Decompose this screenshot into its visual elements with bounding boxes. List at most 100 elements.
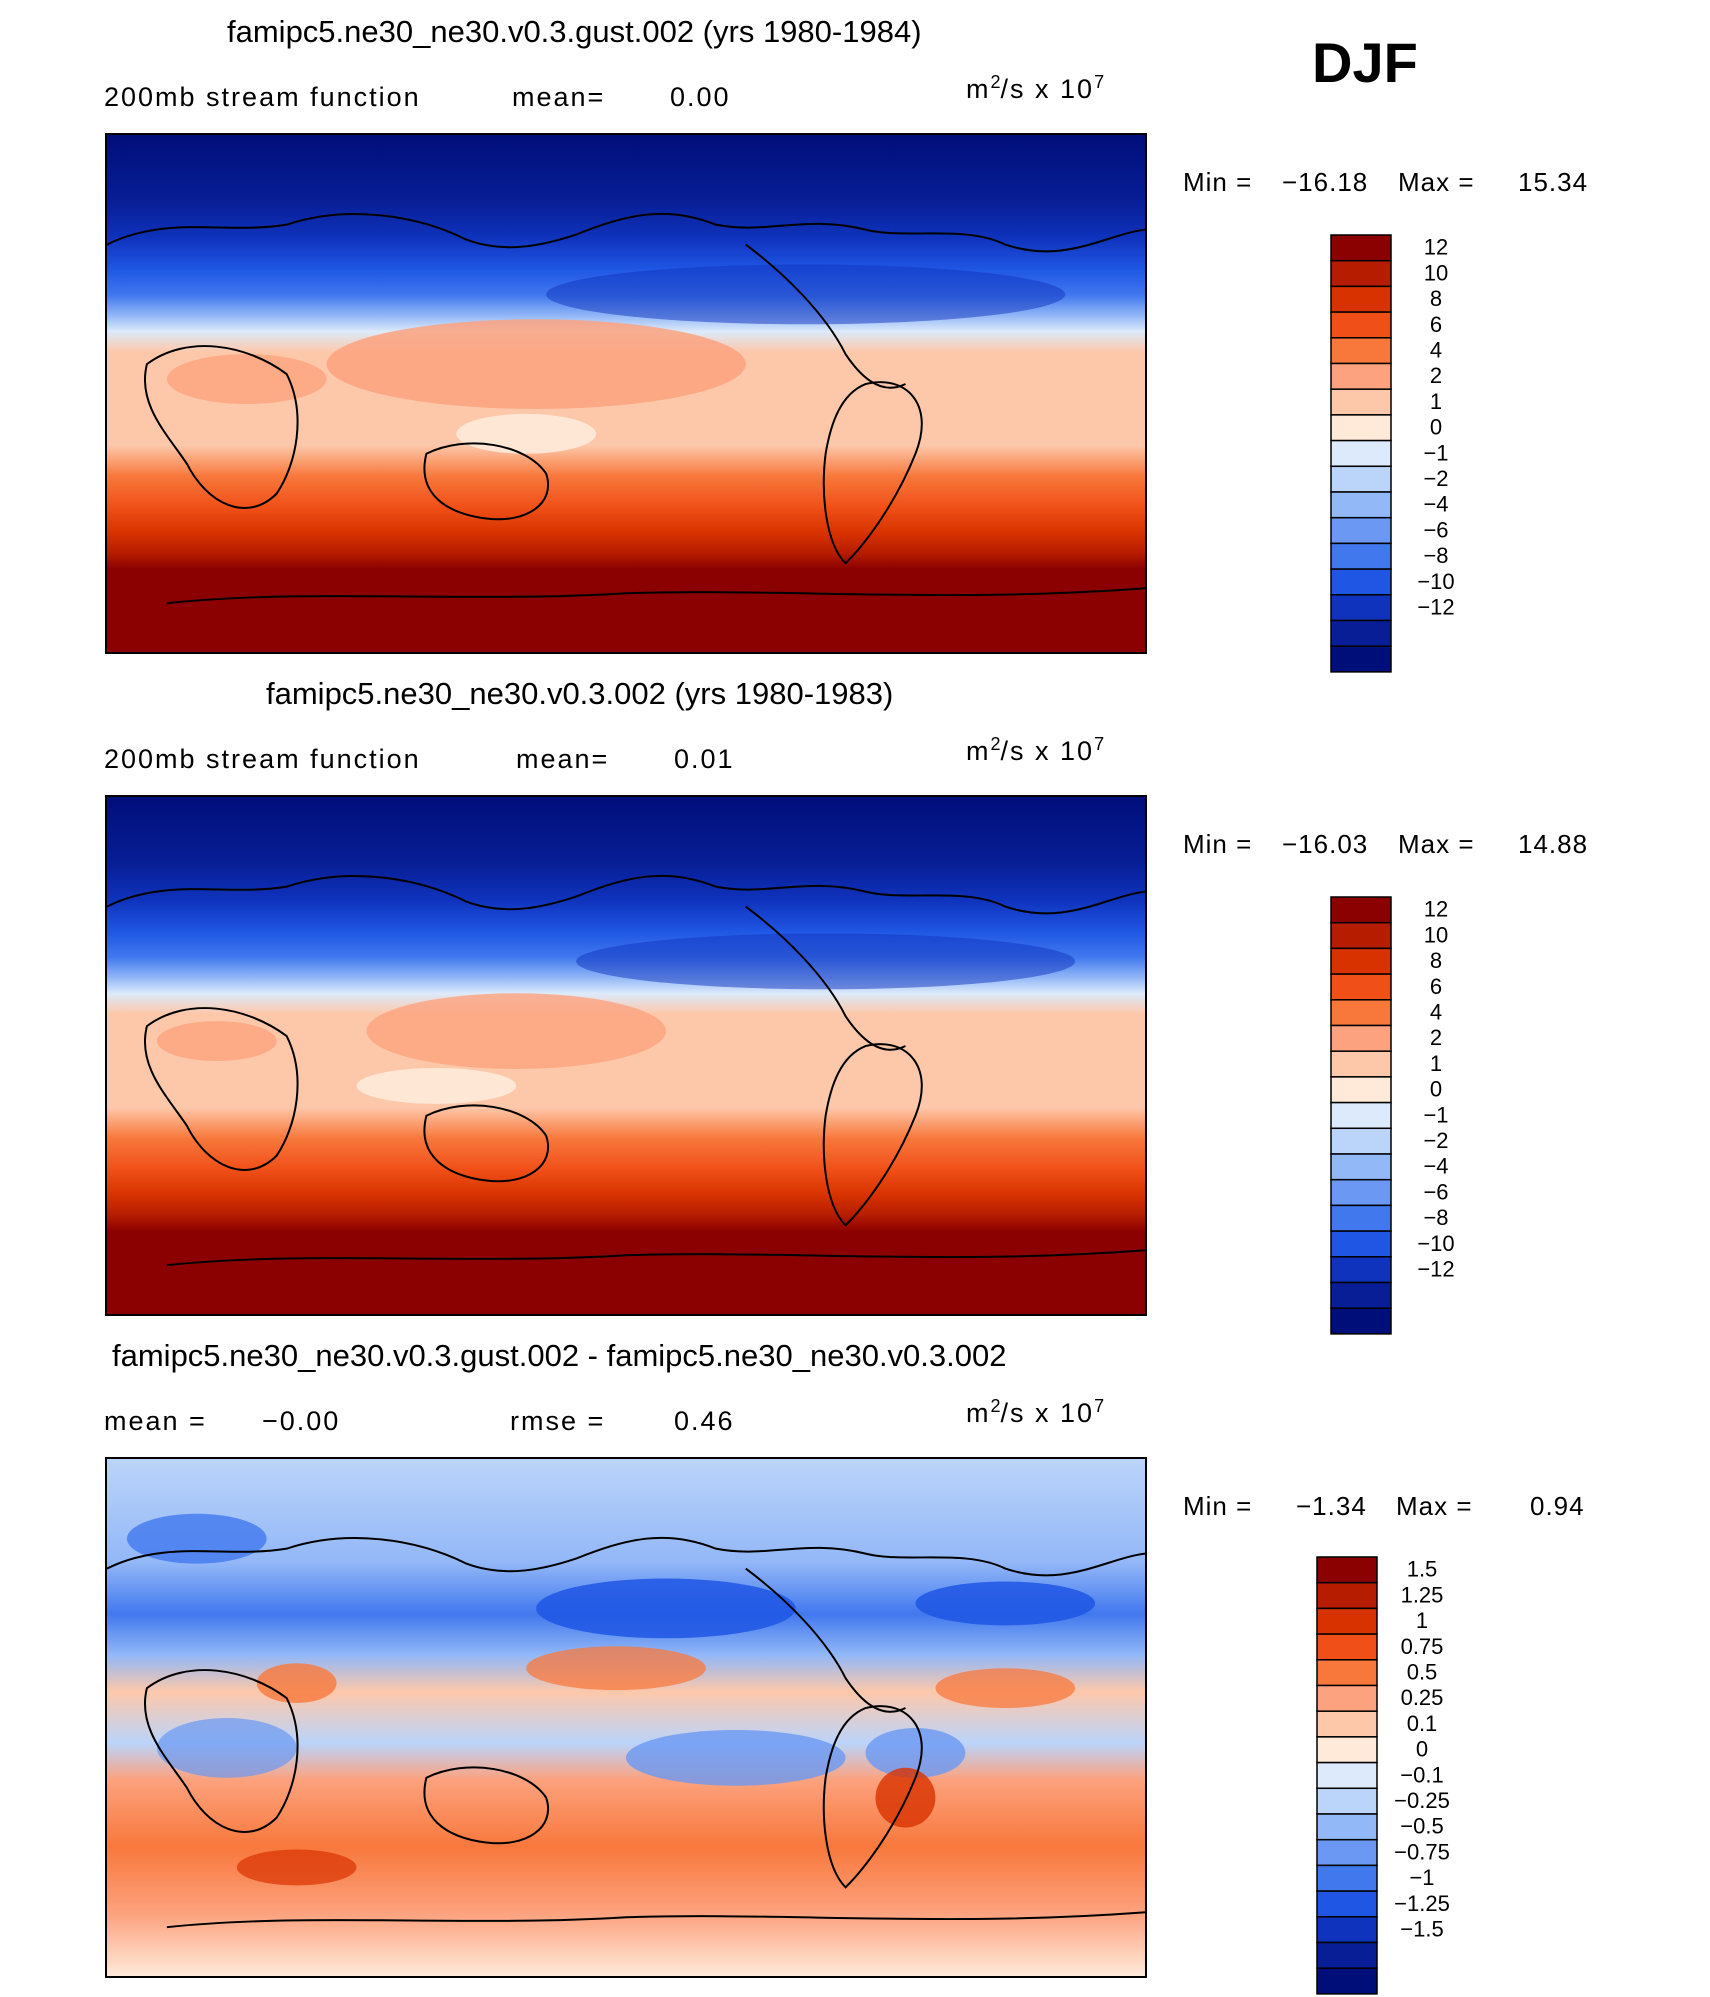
field-blob (126, 1513, 267, 1564)
panel-3-title: famipc5.ne30_ne30.v0.3.gust.002 - famipc… (112, 1338, 1007, 1373)
colorbar-tick-label: −1.25 (1394, 1891, 1450, 1916)
field-blob (356, 1067, 517, 1104)
panel-3-units: m2/s x 107 (966, 1396, 1104, 1429)
colorbar-swatch (1330, 285, 1392, 313)
colorbar-swatch (1330, 1204, 1392, 1232)
colorbar-swatch (1316, 1736, 1378, 1764)
coastline (822, 1705, 923, 1889)
colorbar-swatch (1316, 1787, 1378, 1815)
colorbar-swatch (1330, 542, 1392, 570)
units-exp2: 7 (1094, 72, 1105, 92)
field-blob (546, 264, 1066, 325)
panel-2-mean-label: mean= (516, 744, 610, 774)
colorbar-tick-label: 12 (1424, 235, 1448, 260)
field-blob (166, 354, 327, 404)
colorbar-tick-label: −6 (1423, 517, 1448, 542)
colorbar-swatch (1330, 259, 1392, 288)
colorbar-tick-label: −0.1 (1400, 1762, 1443, 1787)
colorbar-swatch (1330, 1101, 1392, 1130)
units-base: m (966, 1398, 991, 1428)
colorbar-swatch (1330, 491, 1392, 519)
field-blob (236, 1849, 357, 1886)
colorbar-swatch (1330, 947, 1392, 975)
units-mid: /s x 10 (1000, 1398, 1095, 1428)
units-exp2: 7 (1094, 1396, 1105, 1416)
units-exp: 2 (990, 72, 1001, 92)
field-blob (865, 1727, 966, 1778)
colorbar-swatch (1330, 1256, 1392, 1284)
colorbar-tick-label: 0.75 (1401, 1634, 1444, 1659)
colorbar-swatch (1316, 1581, 1378, 1610)
colorbar-swatch (1316, 1556, 1378, 1584)
colorbar-tick-label: 10 (1424, 922, 1448, 947)
field-blob (576, 933, 1076, 990)
colorbar-swatch (1316, 1916, 1378, 1944)
panel-2-mean-value: 0.01 (674, 744, 735, 774)
colorbar-tick-label: 6 (1430, 974, 1442, 999)
coastline (166, 1911, 1145, 1929)
colorbar-tick-label: 0.5 (1407, 1660, 1438, 1685)
colorbar-swatch (1316, 1838, 1378, 1867)
colorbar-swatch (1316, 1941, 1378, 1969)
units-exp2: 7 (1094, 734, 1105, 754)
colorbar-swatch (1330, 1178, 1392, 1207)
colorbar-tick-label: −12 (1417, 595, 1454, 620)
panel-1-colorbar: 12 10 8 6 4 2 1 0 −1 −2 −4 −6 −8 −10 −12 (1330, 234, 1530, 675)
colorbar-tick-label: 8 (1430, 948, 1442, 973)
colorbar-tick-label: −10 (1417, 1231, 1454, 1256)
panel-2-min-label: Min = (1183, 829, 1253, 859)
colorbar-swatch (1316, 1659, 1378, 1687)
colorbar-tick-label: 0.25 (1401, 1685, 1444, 1710)
colorbar-swatch (1330, 1024, 1392, 1052)
panel-1-mean-value: 0.00 (670, 82, 731, 112)
colorbar-tick-label: 2 (1430, 363, 1442, 388)
coastline (107, 1536, 1145, 1577)
units-mid: /s x 10 (1000, 74, 1095, 104)
field-blob (875, 1767, 936, 1828)
panel-3-rmse-value: 0.46 (674, 1406, 735, 1436)
panel-3-mean-value: −0.00 (262, 1406, 341, 1436)
coastline (107, 874, 1145, 915)
colorbar-tick-label: −6 (1423, 1179, 1448, 1204)
panel-3-rmse-label: rmse = (510, 1406, 606, 1436)
colorbar-tick-label: −10 (1417, 569, 1454, 594)
coastline (144, 1669, 299, 1833)
panel-1-max-value: 15.34 (1518, 167, 1589, 197)
colorbar-swatch (1330, 896, 1392, 924)
panel-2-colorbar: 12 10 8 6 4 2 1 0 −1 −2 −4 −6 −8 −10 −12 (1330, 896, 1530, 1337)
colorbar-swatch (1316, 1633, 1378, 1661)
field (107, 1459, 1145, 1976)
colorbar-tick-label: 12 (1424, 897, 1448, 922)
field-blob (935, 1668, 1076, 1709)
colorbar-swatch (1330, 1153, 1392, 1181)
colorbar-tick-label: 0 (1430, 1077, 1442, 1102)
units-exp: 2 (990, 734, 1001, 754)
colorbar-tick-label: −4 (1423, 1154, 1448, 1179)
colorbar-swatch (1330, 414, 1392, 442)
coastline (745, 1567, 906, 1713)
field-blob (156, 1021, 277, 1061)
colorbar-tick-label: −2 (1423, 466, 1448, 491)
colorbar-tick-label: −8 (1423, 1205, 1448, 1230)
colorbar-tick-label: 4 (1430, 338, 1442, 363)
panel-2-units: m2/s x 107 (966, 734, 1104, 767)
coastline (745, 243, 906, 389)
panel-1-units: m2/s x 107 (966, 72, 1104, 105)
colorbar-swatch (1330, 973, 1392, 1001)
colorbar-tick-label: 1 (1416, 1608, 1428, 1633)
colorbar-swatch (1330, 388, 1392, 416)
colorbar-swatch (1330, 594, 1392, 622)
colorbar-tick-label: 1.25 (1401, 1582, 1444, 1607)
colorbar-tick-label: −4 (1423, 492, 1448, 517)
panel-2-max-label: Max = (1398, 829, 1475, 859)
colorbar-swatch (1330, 568, 1392, 596)
field-blob (326, 319, 746, 409)
panel-1-max-label: Max = (1398, 167, 1475, 197)
units-base: m (966, 736, 991, 766)
colorbar-tick-label: 0.1 (1407, 1711, 1438, 1736)
colorbar-swatch (1316, 1813, 1378, 1841)
colorbar-tick-label: 8 (1430, 286, 1442, 311)
map-svg (107, 1459, 1145, 1976)
colorbar-swatch (1330, 1307, 1392, 1335)
